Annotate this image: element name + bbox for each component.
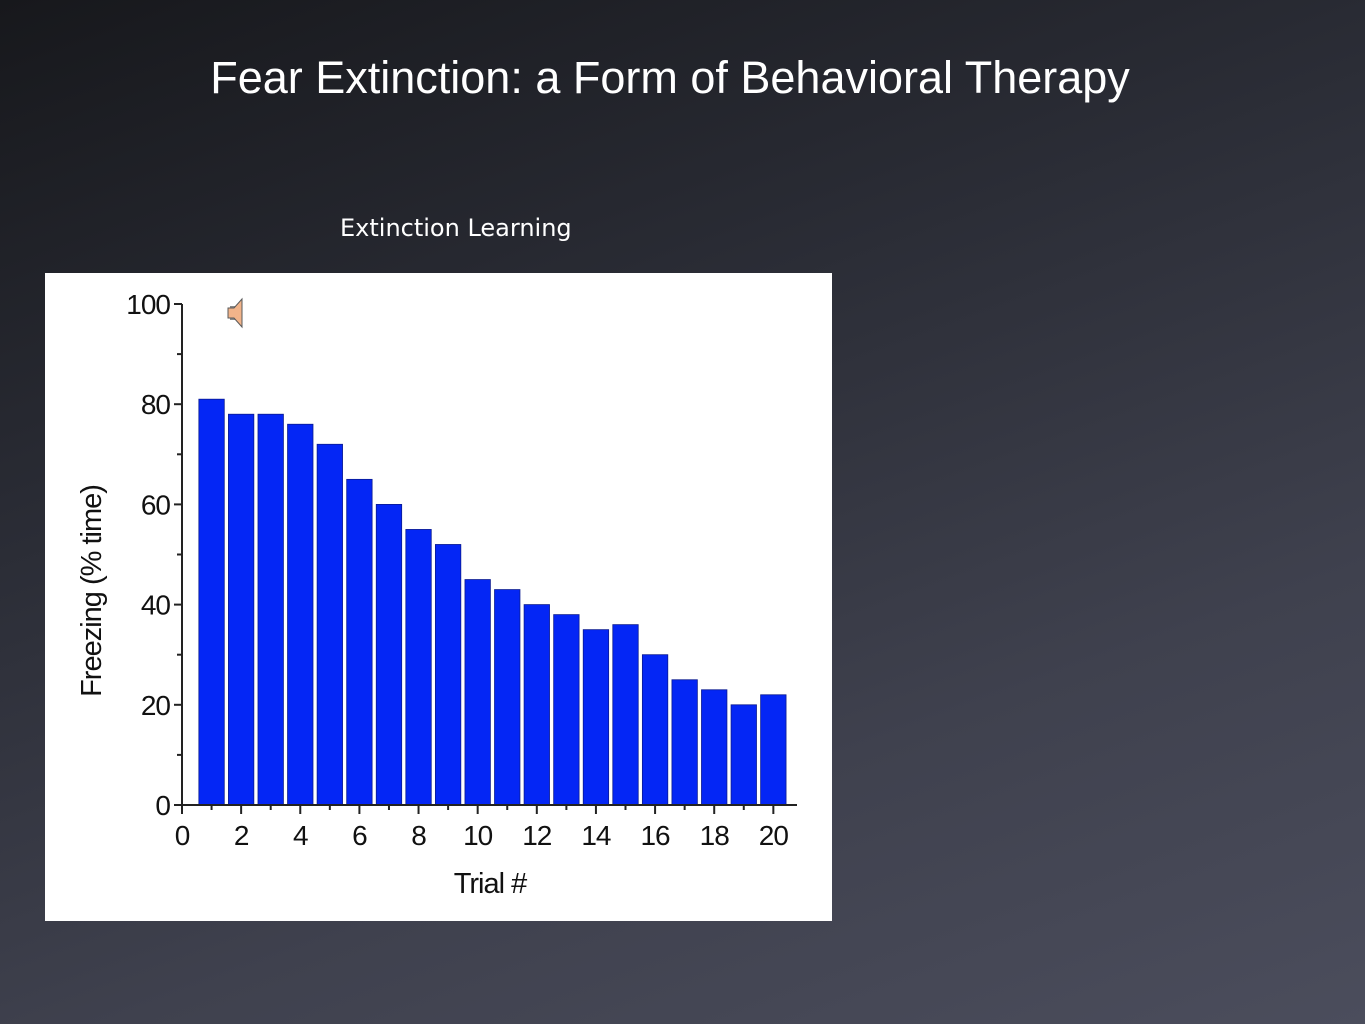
x-tick-label: 8 — [411, 820, 426, 851]
x-tick-label: 20 — [759, 820, 789, 851]
bar-trial-14 — [582, 629, 610, 806]
bars-layer — [198, 398, 787, 806]
y-tick-label: 80 — [141, 389, 171, 420]
bar-trial-4 — [287, 423, 314, 806]
ticks-layer: 0 20 40 60 80 100 0 2 4 6 8 10 12 14 16 18 20 — [126, 289, 789, 851]
bar-trial-8 — [405, 529, 432, 806]
y-tick-label: 100 — [126, 289, 170, 320]
x-tick-label: 0 — [175, 820, 190, 851]
x-axis-title: Trial # — [454, 868, 527, 900]
bar-trial-6 — [346, 478, 373, 806]
bar-trial-1 — [198, 398, 225, 806]
y-tick-label: 0 — [155, 790, 170, 821]
y-tick-label: 40 — [141, 590, 171, 621]
bar-trial-16 — [641, 654, 669, 806]
bar-chart: 0 20 40 60 80 100 0 2 4 6 8 10 12 14 16 18 20 Trial # Fr… — [76, 289, 797, 900]
speaker-icon[interactable] — [226, 296, 250, 330]
bar-trial-3 — [257, 413, 284, 806]
chart-panel: 0 20 40 60 80 100 0 2 4 6 8 10 12 14 16 18 20 Trial # Fr… — [45, 273, 832, 921]
x-tick-label: 2 — [234, 820, 249, 851]
bar-trial-17 — [671, 679, 698, 806]
bar-trial-18 — [701, 689, 728, 806]
x-tick-label: 6 — [352, 820, 367, 851]
slide-title: Fear Extinction: a Form of Behavioral Th… — [210, 52, 1130, 103]
bar-trial-5 — [316, 443, 343, 806]
x-tick-label: 16 — [640, 820, 670, 851]
bar-trial-20 — [760, 694, 787, 806]
x-tick-label: 14 — [581, 820, 611, 851]
bar-trial-11 — [494, 589, 521, 806]
y-tick-label: 60 — [141, 489, 171, 520]
y-tick-label: 20 — [141, 690, 171, 721]
bar-trial-12 — [523, 604, 550, 806]
bar-trial-13 — [553, 614, 580, 806]
bar-trial-15 — [612, 624, 639, 806]
bar-trial-7 — [375, 503, 403, 806]
bar-trial-10 — [464, 579, 491, 806]
x-tick-label: 10 — [463, 820, 493, 851]
x-tick-label: 12 — [522, 820, 552, 851]
bar-trial-2 — [228, 413, 255, 806]
x-tick-label: 18 — [700, 820, 730, 851]
bar-trial-19 — [730, 704, 757, 806]
y-axis-title: Freezing (% time) — [76, 485, 108, 697]
x-tick-label: 4 — [293, 820, 308, 851]
bar-trial-9 — [434, 544, 462, 806]
chart-caption: Extinction Learning — [340, 214, 572, 242]
